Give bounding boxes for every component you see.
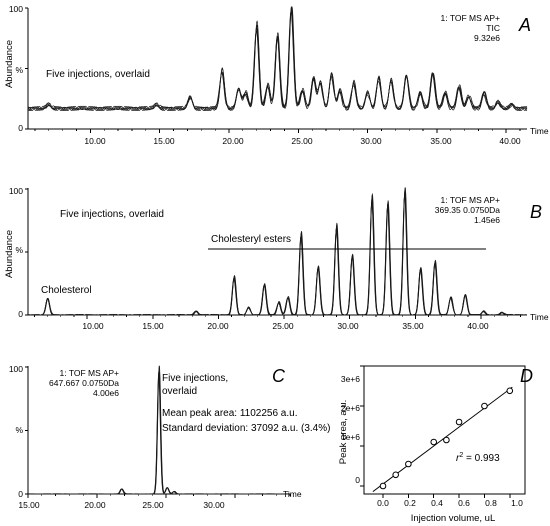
panel-d-ytick-2e6: 2e+6 — [341, 403, 360, 413]
panel-c-xtick-25: 25.00 — [142, 500, 164, 510]
panel-c-info-line-3: 4.00e6 — [93, 388, 119, 398]
panel-c-stat-mean: Mean peak area: 1102256 a.u. — [162, 408, 297, 419]
panel-d-r2-value: = 0.993 — [463, 453, 500, 464]
panel-b-xtick-10: 10.00 — [82, 321, 104, 331]
panel-b-xtick-20: 20.00 — [207, 321, 229, 331]
panel-b-ytick-0: 0 — [18, 309, 23, 319]
data-point-4 — [430, 438, 438, 446]
panel-a-ytick-0: 0 — [18, 123, 23, 133]
panel-a-info-line-2: TIC — [486, 23, 500, 33]
panel-c-stat-stdev: Standard deviation: 37092 a.u. (3.4%) — [162, 423, 330, 434]
panel-a-ytick-100: 100 — [9, 4, 23, 14]
panel-b-trace-group — [27, 187, 527, 316]
panel-b-xtick-35: 35.00 — [402, 321, 424, 331]
panel-a-info-line-3: 9.32e6 — [474, 33, 500, 43]
panel-d-ticks — [360, 365, 511, 498]
panel-b-xtick-25: 25.00 — [272, 321, 294, 331]
panel-a-info-line-1: 1: TOF MS AP+ — [441, 13, 500, 23]
panel-d-ytick-0: 0 — [355, 475, 360, 485]
trace-injection-5 — [27, 6, 528, 112]
trace-injection-1 — [27, 11, 528, 112]
data-point-5 — [443, 436, 450, 444]
panel-c-letter: C — [272, 366, 286, 386]
panel-b-chromatogram: Abundance 100 % 0 10.00 15.00 20.00 25.0… — [4, 186, 549, 331]
panel-a-annotation: Five injections, overlaid — [46, 69, 150, 80]
panel-d-r2-prefix: r — [456, 453, 460, 464]
panel-b-letter: B — [530, 202, 542, 222]
panel-c-annotation-line-2: overlaid — [162, 386, 197, 397]
panel-c-ytick-0: 0 — [18, 489, 23, 499]
cholesteryl-esters-label: Cholesteryl esters — [211, 234, 291, 245]
panel-d-r2-superscript: 2 — [459, 452, 463, 459]
panel-a-letter: A — [518, 15, 531, 35]
trace-injection-5 — [27, 187, 527, 316]
panel-b-xlabel: Time — [530, 312, 549, 322]
panel-c-xtick-20: 20.00 — [84, 500, 106, 510]
data-point-8 — [506, 387, 514, 395]
panel-a-ytick-percent: % — [15, 65, 23, 75]
panel-a-xtick-35: 35.00 — [430, 136, 452, 146]
trace-injection-5 — [27, 365, 290, 495]
panel-a-xtick-30: 30.00 — [360, 136, 382, 146]
panel-c-ytick-100: 100 — [9, 364, 23, 374]
panel-a-trace-group — [27, 6, 528, 112]
panel-d-xlabel: Injection volume, uL — [411, 513, 496, 524]
panel-b-annotation: Five injections, overlaid — [60, 209, 164, 220]
panel-c-info-line-2: 647.667 0.0750Da — [49, 378, 119, 388]
panel-a-xtick-40: 40.00 — [499, 136, 521, 146]
trace-injection-3 — [27, 8, 528, 112]
panel-d-xtick-0: 0.0 — [377, 498, 389, 508]
panel-a-xtick-20: 20.00 — [222, 136, 244, 146]
panel-b-info-line-1: 1: TOF MS AP+ — [441, 195, 500, 205]
panel-d-ytick-1e6: 1e+6 — [341, 432, 360, 442]
panel-d-xtick-0-6: 0.6 — [458, 498, 470, 508]
panel-b-xtick-40: 40.00 — [467, 321, 489, 331]
panel-d-ylabel: Peak area, a.u. — [338, 400, 349, 464]
panel-b-ylabel: Abundance — [4, 230, 15, 278]
data-point-2 — [392, 471, 399, 479]
panel-d-xtick-1-0: 1.0 — [511, 498, 523, 508]
panel-a-xtick-25: 25.00 — [291, 136, 313, 146]
panel-b-xtick-15: 15.00 — [142, 321, 164, 331]
data-point-3 — [405, 460, 412, 468]
panel-d-xtick-0-8: 0.8 — [485, 498, 497, 508]
panel-d-ytick-3e6: 3e+6 — [341, 374, 360, 384]
panel-d-calibration-plot: Peak area, a.u. Injection volume, uL 0 1… — [338, 365, 533, 524]
panel-b-xtick-30: 30.00 — [337, 321, 359, 331]
panel-b-ytick-100: 100 — [9, 186, 23, 196]
panel-c-ytick-percent: % — [15, 425, 23, 435]
panel-a-ylabel: Abundance — [4, 40, 15, 88]
panel-d-points — [379, 387, 514, 490]
panel-c-annotation-line-1: Five injections, — [162, 373, 228, 384]
panel-d-xtick-0-4: 0.4 — [431, 498, 443, 508]
data-point-7 — [481, 402, 488, 410]
cholesterol-label: Cholesterol — [41, 285, 92, 296]
panel-b-ytick-percent: % — [15, 245, 23, 255]
panel-a-xlabel: Time — [530, 126, 549, 136]
trace-injection-2 — [27, 10, 528, 112]
panel-a-chromatogram: Abundance 100 % 0 10.00 15.00 20.00 25.0… — [4, 4, 549, 146]
panel-c-info-line-1: 1: TOF MS AP+ — [60, 368, 119, 378]
data-point-6 — [455, 418, 463, 426]
panel-c-xtick-15: 15.00 — [18, 500, 40, 510]
panel-c-xlabel: Time — [283, 489, 302, 499]
trace-injection-1 — [28, 373, 290, 495]
panel-d-xtick-0-2: 0.2 — [404, 498, 416, 508]
data-point-1 — [379, 482, 387, 490]
panel-d-frame — [363, 365, 526, 495]
panel-a-xtick-15: 15.00 — [153, 136, 175, 146]
panel-b-info-line-2: 369.35 0.0750Da — [435, 205, 500, 215]
panel-d-r2: r2 = 0.993 — [456, 452, 500, 464]
panel-a-x-ticks — [25, 7, 521, 133]
panel-c-xtick-30: 30.00 — [203, 500, 225, 510]
panel-c-chromatogram: 100 % 0 15.00 20.00 25.00 30.00 Time 1: … — [9, 364, 331, 510]
panel-b-info-line-3: 1.45e6 — [474, 215, 500, 225]
panel-c-trace-group — [27, 365, 290, 495]
panel-a-xtick-10: 10.00 — [84, 136, 106, 146]
panel-d-letter: D — [520, 366, 533, 386]
